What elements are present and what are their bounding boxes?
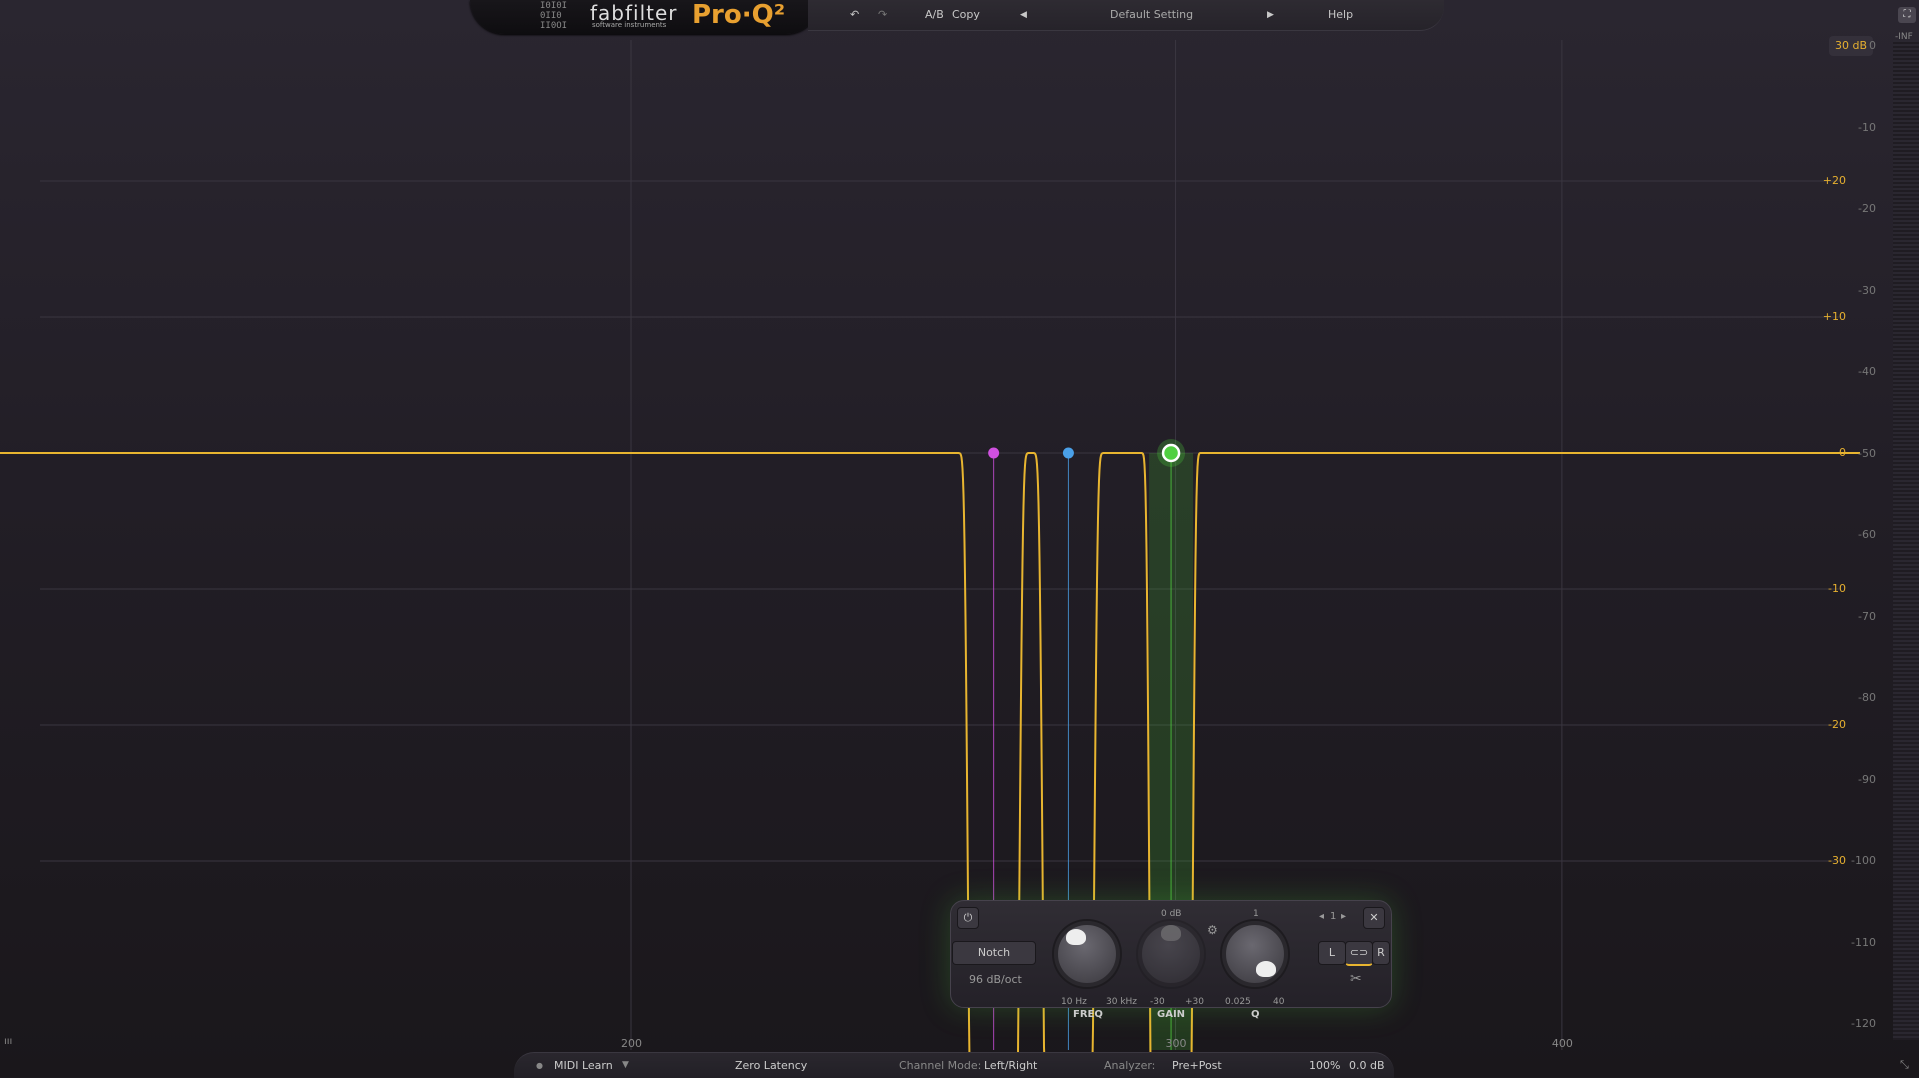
gain-min-label: -30 (1150, 997, 1165, 1007)
copy-button[interactable]: Copy (952, 8, 980, 21)
scissors-icon[interactable]: ✂ (1350, 971, 1362, 987)
freq-min-label: 10 Hz (1061, 997, 1087, 1007)
meter-inf-label: -INF (1895, 32, 1913, 42)
q-label: Q (1251, 1009, 1260, 1020)
analyzer-scale-label: -50 (1858, 446, 1876, 460)
chevron-down-icon[interactable]: ▼ (622, 1060, 629, 1070)
gain-scale-label: +20 (1822, 174, 1846, 187)
redo-icon[interactable]: ↷ (878, 8, 888, 21)
ab-button[interactable]: A/B (925, 8, 944, 21)
resize-icon[interactable]: ⤡ (1900, 1058, 1909, 1071)
band-panel: ⏻ Notch 96 dB/oct 10 Hz 30 kHz FREQ 0 dB… (950, 900, 1392, 1020)
analyzer-icon[interactable]: ııı (4, 1036, 13, 1047)
analyzer-scale-label: -70 (1858, 609, 1876, 623)
analyzer-scale-label: -80 (1858, 691, 1876, 704)
channel-right-button[interactable]: R (1372, 941, 1390, 965)
toolbar: ↶ ↷ A/B Copy ◀ Default Setting ▶ Help (808, 0, 1444, 31)
gain-scale-label: 0 (1839, 446, 1846, 459)
stereo-link-icon[interactable]: ⊂⊃ (1345, 941, 1373, 966)
logo-bits-icon: I0I0I 0II0 II0OI (540, 1, 568, 31)
help-button[interactable]: Help (1328, 8, 1354, 21)
gain-scale-label: -20 (1828, 718, 1846, 731)
triangle-right-icon[interactable]: ▶ (1267, 10, 1274, 20)
freq-max-label: 30 kHz (1106, 997, 1138, 1007)
gain-scale-label: +10 (1822, 310, 1846, 323)
midi-dot-icon: ● (536, 1061, 543, 1070)
analyzer-label: Analyzer: (1104, 1059, 1156, 1072)
preset-name[interactable]: Default Setting (1110, 8, 1194, 21)
freq-knob[interactable] (1054, 921, 1120, 987)
analyzer-scale-label: -120 (1851, 1017, 1876, 1030)
close-icon[interactable]: ✕ (1363, 907, 1385, 929)
analyzer-scale-label: -10 (1858, 120, 1876, 134)
band-node[interactable] (1062, 447, 1074, 459)
gain-scale-label: -10 (1828, 582, 1846, 595)
band-node[interactable] (988, 447, 1000, 459)
analyzer-scale-label: -100 (1851, 854, 1876, 867)
channel-mode-value[interactable]: Left/Right (984, 1059, 1038, 1072)
midi-learn-button[interactable]: MIDI Learn (554, 1059, 613, 1072)
gain-scale-label: -30 (1828, 854, 1846, 867)
q-center-label: 1 (1253, 909, 1259, 919)
analyzer-scale-label: -40 (1858, 365, 1876, 378)
next-band-icon[interactable]: ▸ (1341, 911, 1347, 922)
freq-label: FREQ (1073, 1009, 1103, 1020)
logo: I0I0I 0II0 II0OI fabfilter software instru… (470, 0, 820, 34)
gain-knob[interactable] (1138, 921, 1204, 987)
freq-label: 200 (621, 1037, 642, 1050)
gain-label: GAIN (1157, 1009, 1186, 1020)
analyzer-scale-label: -90 (1858, 772, 1876, 786)
eq-curve (0, 452, 1860, 1061)
q-max-label: 40 (1273, 997, 1285, 1007)
gain-center-label: 0 dB (1161, 909, 1182, 919)
freq-label: 400 (1551, 1037, 1573, 1050)
product-name: Pro·Q² (692, 0, 786, 30)
analyzer-scale-label: -110 (1851, 935, 1876, 949)
zoom-value[interactable]: 100% (1309, 1059, 1341, 1072)
brand-name: fabfilter (590, 1, 678, 25)
channel-left-button[interactable]: L (1318, 941, 1346, 965)
power-icon[interactable]: ⏻ (957, 907, 979, 929)
slope-label[interactable]: 96 dB/oct (969, 973, 1022, 986)
band-node[interactable] (1161, 443, 1181, 463)
filter-shape-button[interactable]: Notch (952, 941, 1036, 965)
analyzer-scale-label: 0 (1869, 39, 1876, 52)
latency-button[interactable]: Zero Latency (735, 1059, 808, 1072)
output-meter (1893, 40, 1919, 1040)
analyzer-scale-label: -30 (1858, 283, 1876, 297)
freq-label: 300 (1165, 1037, 1187, 1050)
analyzer-scale-label: -20 (1858, 202, 1876, 215)
q-knob[interactable] (1222, 921, 1288, 987)
prev-band-icon[interactable]: ◂ (1319, 911, 1325, 922)
brand-subtitle: software instruments (592, 21, 667, 29)
status-bar: ● MIDI Learn ▼ Zero Latency Channel Mode… (514, 1052, 1394, 1078)
display-range-button[interactable]: 30 dB (1829, 36, 1873, 56)
triangle-left-icon[interactable]: ◀ (1020, 10, 1027, 20)
channel-mode-label: Channel Mode: (899, 1059, 982, 1072)
output-gain-value[interactable]: 0.0 dB (1349, 1059, 1385, 1072)
band-number: 1 (1330, 911, 1337, 922)
gear-icon[interactable]: ⚙ (1207, 923, 1218, 937)
analyzer-value[interactable]: Pre+Post (1172, 1059, 1222, 1072)
fullscreen-icon[interactable]: ⛶ (1898, 7, 1916, 23)
q-min-label: 0.025 (1225, 997, 1251, 1007)
analyzer-scale-label: -60 (1858, 528, 1876, 541)
gain-max-label: +30 (1185, 997, 1204, 1007)
undo-icon[interactable]: ↶ (850, 8, 860, 21)
